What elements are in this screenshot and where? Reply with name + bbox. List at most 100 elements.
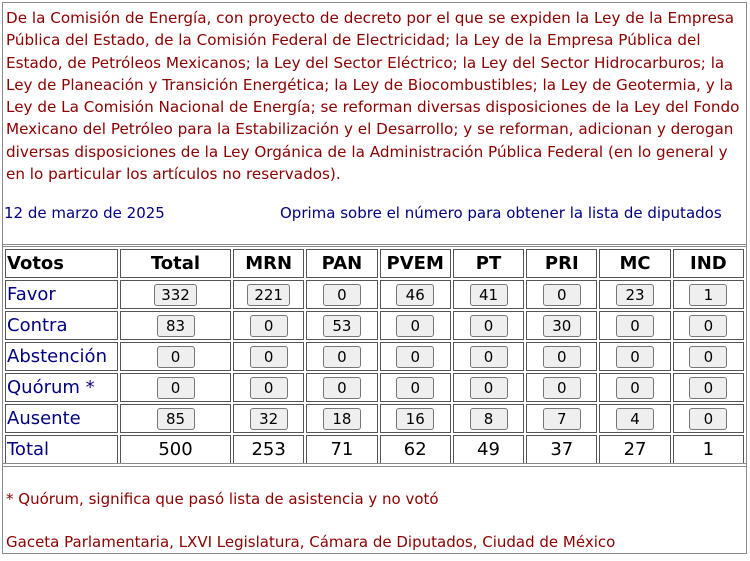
vote-cell-pvem: 0	[379, 373, 451, 402]
header-votos: Votos	[5, 249, 119, 278]
header-ind: IND	[672, 249, 744, 278]
vote-cell-mc: 0	[599, 311, 671, 340]
vote-count-button[interactable]: 0	[542, 283, 581, 306]
vote-count-button[interactable]: 0	[469, 345, 508, 368]
table-row: Contra 83 0 53 0 0 30 0 0	[5, 311, 744, 340]
vote-cell-pan: 0	[306, 280, 378, 309]
header-total: Total	[120, 249, 232, 278]
vote-count-button[interactable]: 0	[616, 314, 655, 337]
vote-date: 12 de marzo de 2025	[4, 204, 165, 222]
vote-count-button[interactable]: 0	[469, 314, 508, 337]
source-note: Gaceta Parlamentaria, LXVI Legislatura, …	[6, 533, 616, 551]
vote-count-button[interactable]: 0	[322, 283, 361, 306]
total-row: Total 500 253 71 62 49 37 27 1	[5, 435, 744, 464]
vote-count-button[interactable]: 0	[616, 376, 655, 399]
vote-count-button[interactable]: 0	[396, 376, 435, 399]
vote-cell-pan: 18	[306, 404, 378, 433]
vote-cell-mrn: 221	[233, 280, 305, 309]
vote-cell-total: 85	[120, 404, 232, 433]
vote-cell-ind: 0	[672, 311, 744, 340]
vote-cell-pan: 0	[306, 342, 378, 371]
header-mrn: MRN	[233, 249, 305, 278]
vote-count-button[interactable]: 30	[542, 314, 581, 337]
vote-count-button[interactable]: 53	[322, 314, 361, 337]
vote-count-button[interactable]: 0	[396, 345, 435, 368]
vote-cell-pt: 8	[452, 404, 525, 433]
vote-count-button[interactable]: 0	[156, 376, 195, 399]
vote-count-button[interactable]: 85	[156, 407, 195, 430]
vote-count-button[interactable]: 0	[156, 345, 195, 368]
quorum-note: * Quórum, significa que pasó lista de as…	[6, 490, 439, 508]
vote-count-button[interactable]: 18	[322, 407, 361, 430]
vote-cell-total: 332	[120, 280, 232, 309]
row-label: Quórum *	[5, 373, 119, 402]
vote-cell-pan: 0	[306, 373, 378, 402]
vote-count-button[interactable]: 41	[469, 283, 508, 306]
vote-count-button[interactable]: 32	[249, 407, 288, 430]
vote-cell-ind: 0	[672, 404, 744, 433]
vote-count-button[interactable]: 0	[249, 345, 288, 368]
vote-cell-ind: 0	[672, 342, 744, 371]
vote-cell-pri: 30	[526, 311, 598, 340]
vote-count-button[interactable]: 83	[156, 314, 195, 337]
vote-count-button[interactable]: 1	[689, 283, 728, 306]
vote-cell-mc: 4	[599, 404, 671, 433]
vote-count-button[interactable]: 0	[249, 314, 288, 337]
total-cell-pan: 71	[306, 435, 378, 464]
header-pt: PT	[452, 249, 525, 278]
vote-cell-pan: 53	[306, 311, 378, 340]
vote-cell-mrn: 0	[233, 311, 305, 340]
header-mc: MC	[599, 249, 671, 278]
header-pri: PRI	[526, 249, 598, 278]
vote-count-button[interactable]: 8	[469, 407, 508, 430]
vote-count-button[interactable]: 0	[322, 345, 361, 368]
vote-count-button[interactable]: 0	[469, 376, 508, 399]
table-row: Abstención 0 0 0 0 0 0 0 0	[5, 342, 744, 371]
table-row: Ausente 85 32 18 16 8 7 4 0	[5, 404, 744, 433]
vote-cell-pt: 0	[452, 311, 525, 340]
table-row: Favor 332 221 0 46 41 0 23 1	[5, 280, 744, 309]
vote-count-button[interactable]: 7	[542, 407, 581, 430]
instructions-text: Oprima sobre el número para obtener la l…	[280, 204, 722, 222]
vote-cell-mc: 23	[599, 280, 671, 309]
vote-cell-mrn: 32	[233, 404, 305, 433]
vote-count-button[interactable]: 0	[396, 314, 435, 337]
vote-count-button[interactable]: 332	[154, 283, 197, 306]
vote-count-button[interactable]: 4	[616, 407, 655, 430]
vote-count-button[interactable]: 0	[616, 345, 655, 368]
vote-count-button[interactable]: 0	[542, 345, 581, 368]
vote-cell-pri: 0	[526, 280, 598, 309]
header-pvem: PVEM	[379, 249, 451, 278]
vote-count-button[interactable]: 46	[396, 283, 435, 306]
vote-cell-pt: 41	[452, 280, 525, 309]
vote-count-button[interactable]: 0	[322, 376, 361, 399]
notes-box: * Quórum, significa que pasó lista de as…	[2, 463, 747, 554]
row-label: Abstención	[5, 342, 119, 371]
vote-cell-pvem: 16	[379, 404, 451, 433]
vote-count-button[interactable]: 0	[249, 376, 288, 399]
vote-count-button[interactable]: 0	[689, 314, 728, 337]
total-cell-ind: 1	[672, 435, 744, 464]
vote-count-button[interactable]: 23	[616, 283, 655, 306]
vote-count-button[interactable]: 16	[396, 407, 435, 430]
vote-count-button[interactable]: 0	[542, 376, 581, 399]
vote-cell-pt: 0	[452, 342, 525, 371]
vote-cell-pri: 0	[526, 373, 598, 402]
header-pan: PAN	[306, 249, 378, 278]
vote-cell-pvem: 0	[379, 342, 451, 371]
vote-count-button[interactable]: 0	[689, 345, 728, 368]
vote-cell-mrn: 0	[233, 342, 305, 371]
vote-cell-ind: 1	[672, 280, 744, 309]
vote-cell-pvem: 0	[379, 311, 451, 340]
vote-count-button[interactable]: 0	[689, 407, 728, 430]
vote-cell-ind: 0	[672, 373, 744, 402]
vote-count-button[interactable]: 221	[247, 283, 290, 306]
vote-count-button[interactable]: 0	[689, 376, 728, 399]
total-cell-pri: 37	[526, 435, 598, 464]
total-cell-pt: 49	[452, 435, 525, 464]
vote-cell-mc: 0	[599, 373, 671, 402]
vote-cell-pri: 0	[526, 342, 598, 371]
vote-cell-mrn: 0	[233, 373, 305, 402]
total-cell-pvem: 62	[379, 435, 451, 464]
total-cell-mrn: 253	[233, 435, 305, 464]
